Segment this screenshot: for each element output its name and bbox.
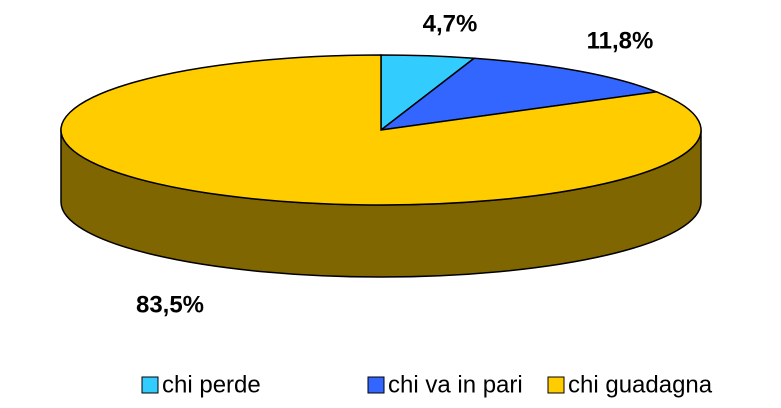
legend-label: chi perde [162, 371, 261, 398]
legend-label: chi va in pari [388, 371, 523, 398]
legend-label: chi guadagna [568, 371, 713, 398]
data-label: 83,5% [136, 291, 204, 318]
slice [60, 54, 702, 206]
data-label: 4,7% [423, 10, 478, 37]
data-label: 11,8% [587, 27, 654, 54]
slice [378, 57, 660, 132]
legend-swatch [367, 376, 385, 394]
legend-swatch [547, 376, 565, 394]
legend-swatch [141, 376, 159, 394]
